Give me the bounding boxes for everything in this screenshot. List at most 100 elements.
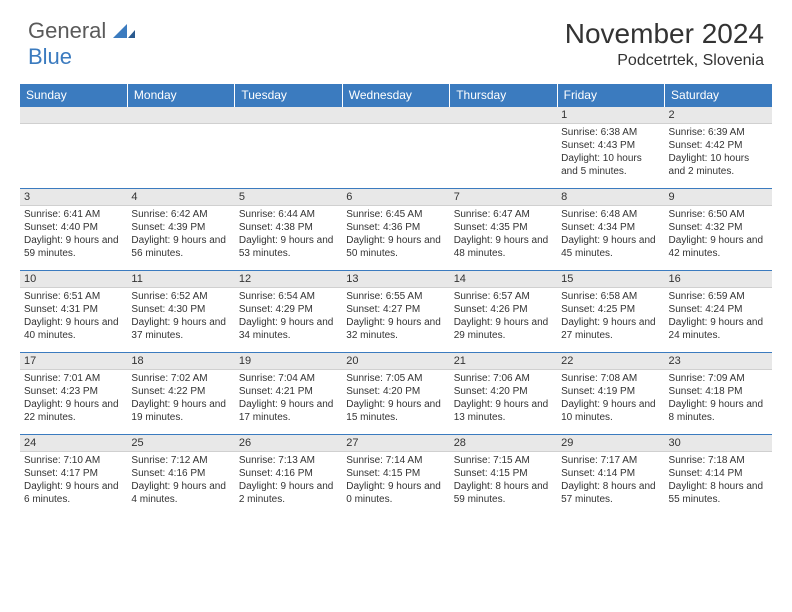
calendar-day-cell xyxy=(235,107,342,189)
sunrise-text: Sunrise: 7:01 AM xyxy=(24,372,123,385)
daylight-text: Daylight: 9 hours and 6 minutes. xyxy=(24,480,123,506)
day-number: 28 xyxy=(450,435,557,452)
calendar-day-cell: 22Sunrise: 7:08 AMSunset: 4:19 PMDayligh… xyxy=(557,353,664,435)
day-body: Sunrise: 7:13 AMSunset: 4:16 PMDaylight:… xyxy=(235,452,342,508)
daylight-text: Daylight: 10 hours and 2 minutes. xyxy=(669,152,768,178)
day-body: Sunrise: 7:12 AMSunset: 4:16 PMDaylight:… xyxy=(127,452,234,508)
sunset-text: Sunset: 4:16 PM xyxy=(239,467,338,480)
day-number: 9 xyxy=(665,189,772,206)
calendar-day-cell: 3Sunrise: 6:41 AMSunset: 4:40 PMDaylight… xyxy=(20,189,127,271)
daylight-text: Daylight: 8 hours and 57 minutes. xyxy=(561,480,660,506)
weekday-header: Saturday xyxy=(665,84,772,107)
sunset-text: Sunset: 4:15 PM xyxy=(454,467,553,480)
calendar-day-cell: 29Sunrise: 7:17 AMSunset: 4:14 PMDayligh… xyxy=(557,435,664,517)
day-number: 20 xyxy=(342,353,449,370)
day-number: 26 xyxy=(235,435,342,452)
logo-sail-icon xyxy=(113,22,135,38)
calendar-day-cell: 5Sunrise: 6:44 AMSunset: 4:38 PMDaylight… xyxy=(235,189,342,271)
day-number: 19 xyxy=(235,353,342,370)
day-number xyxy=(235,107,342,124)
calendar-day-cell: 16Sunrise: 6:59 AMSunset: 4:24 PMDayligh… xyxy=(665,271,772,353)
day-body: Sunrise: 6:39 AMSunset: 4:42 PMDaylight:… xyxy=(665,124,772,180)
sunrise-text: Sunrise: 6:42 AM xyxy=(131,208,230,221)
daylight-text: Daylight: 9 hours and 2 minutes. xyxy=(239,480,338,506)
sunrise-text: Sunrise: 7:17 AM xyxy=(561,454,660,467)
sunset-text: Sunset: 4:34 PM xyxy=(561,221,660,234)
calendar-day-cell xyxy=(20,107,127,189)
calendar-day-cell xyxy=(127,107,234,189)
calendar-day-cell xyxy=(342,107,449,189)
weekday-header: Wednesday xyxy=(342,84,449,107)
calendar-week-row: 24Sunrise: 7:10 AMSunset: 4:17 PMDayligh… xyxy=(20,435,772,517)
sunrise-text: Sunrise: 6:38 AM xyxy=(561,126,660,139)
day-number: 10 xyxy=(20,271,127,288)
sunset-text: Sunset: 4:17 PM xyxy=(24,467,123,480)
weekday-header-row: SundayMondayTuesdayWednesdayThursdayFrid… xyxy=(20,84,772,107)
sunrise-text: Sunrise: 6:54 AM xyxy=(239,290,338,303)
day-number: 8 xyxy=(557,189,664,206)
sunset-text: Sunset: 4:19 PM xyxy=(561,385,660,398)
title-block: November 2024 Podcetrtek, Slovenia xyxy=(565,18,764,70)
sunrise-text: Sunrise: 7:05 AM xyxy=(346,372,445,385)
day-number: 2 xyxy=(665,107,772,124)
calendar-day-cell: 17Sunrise: 7:01 AMSunset: 4:23 PMDayligh… xyxy=(20,353,127,435)
sunset-text: Sunset: 4:32 PM xyxy=(669,221,768,234)
calendar-day-cell: 27Sunrise: 7:14 AMSunset: 4:15 PMDayligh… xyxy=(342,435,449,517)
day-number: 12 xyxy=(235,271,342,288)
day-body: Sunrise: 7:01 AMSunset: 4:23 PMDaylight:… xyxy=(20,370,127,426)
logo-text: General Blue xyxy=(28,18,135,70)
day-body: Sunrise: 7:06 AMSunset: 4:20 PMDaylight:… xyxy=(450,370,557,426)
sunrise-text: Sunrise: 7:14 AM xyxy=(346,454,445,467)
calendar-week-row: 17Sunrise: 7:01 AMSunset: 4:23 PMDayligh… xyxy=(20,353,772,435)
sunset-text: Sunset: 4:27 PM xyxy=(346,303,445,316)
day-number: 22 xyxy=(557,353,664,370)
day-body: Sunrise: 6:44 AMSunset: 4:38 PMDaylight:… xyxy=(235,206,342,262)
day-body xyxy=(450,124,557,128)
calendar-day-cell: 10Sunrise: 6:51 AMSunset: 4:31 PMDayligh… xyxy=(20,271,127,353)
day-body: Sunrise: 6:45 AMSunset: 4:36 PMDaylight:… xyxy=(342,206,449,262)
sunrise-text: Sunrise: 7:18 AM xyxy=(669,454,768,467)
sunset-text: Sunset: 4:42 PM xyxy=(669,139,768,152)
day-number: 1 xyxy=(557,107,664,124)
sunrise-text: Sunrise: 7:15 AM xyxy=(454,454,553,467)
calendar-day-cell: 4Sunrise: 6:42 AMSunset: 4:39 PMDaylight… xyxy=(127,189,234,271)
day-number: 13 xyxy=(342,271,449,288)
daylight-text: Daylight: 9 hours and 50 minutes. xyxy=(346,234,445,260)
sunrise-text: Sunrise: 6:50 AM xyxy=(669,208,768,221)
location-text: Podcetrtek, Slovenia xyxy=(565,52,764,70)
calendar-day-cell xyxy=(450,107,557,189)
daylight-text: Daylight: 8 hours and 55 minutes. xyxy=(669,480,768,506)
sunset-text: Sunset: 4:25 PM xyxy=(561,303,660,316)
daylight-text: Daylight: 9 hours and 8 minutes. xyxy=(669,398,768,424)
sunset-text: Sunset: 4:23 PM xyxy=(24,385,123,398)
day-number xyxy=(450,107,557,124)
sunset-text: Sunset: 4:20 PM xyxy=(346,385,445,398)
sunrise-text: Sunrise: 6:51 AM xyxy=(24,290,123,303)
calendar-day-cell: 19Sunrise: 7:04 AMSunset: 4:21 PMDayligh… xyxy=(235,353,342,435)
day-body: Sunrise: 7:05 AMSunset: 4:20 PMDaylight:… xyxy=(342,370,449,426)
day-number xyxy=(20,107,127,124)
sunrise-text: Sunrise: 6:58 AM xyxy=(561,290,660,303)
day-body: Sunrise: 6:51 AMSunset: 4:31 PMDaylight:… xyxy=(20,288,127,344)
sunrise-text: Sunrise: 6:41 AM xyxy=(24,208,123,221)
weekday-header: Monday xyxy=(127,84,234,107)
daylight-text: Daylight: 9 hours and 27 minutes. xyxy=(561,316,660,342)
daylight-text: Daylight: 9 hours and 17 minutes. xyxy=(239,398,338,424)
calendar-week-row: 10Sunrise: 6:51 AMSunset: 4:31 PMDayligh… xyxy=(20,271,772,353)
calendar-day-cell: 26Sunrise: 7:13 AMSunset: 4:16 PMDayligh… xyxy=(235,435,342,517)
sunrise-text: Sunrise: 6:47 AM xyxy=(454,208,553,221)
calendar-day-cell: 24Sunrise: 7:10 AMSunset: 4:17 PMDayligh… xyxy=(20,435,127,517)
sunrise-text: Sunrise: 7:10 AM xyxy=(24,454,123,467)
day-body: Sunrise: 6:55 AMSunset: 4:27 PMDaylight:… xyxy=(342,288,449,344)
day-number: 21 xyxy=(450,353,557,370)
day-body: Sunrise: 6:59 AMSunset: 4:24 PMDaylight:… xyxy=(665,288,772,344)
sunset-text: Sunset: 4:39 PM xyxy=(131,221,230,234)
day-body: Sunrise: 6:50 AMSunset: 4:32 PMDaylight:… xyxy=(665,206,772,262)
calendar-day-cell: 20Sunrise: 7:05 AMSunset: 4:20 PMDayligh… xyxy=(342,353,449,435)
day-number: 25 xyxy=(127,435,234,452)
header: General Blue November 2024 Podcetrtek, S… xyxy=(0,0,792,78)
sunset-text: Sunset: 4:20 PM xyxy=(454,385,553,398)
daylight-text: Daylight: 9 hours and 48 minutes. xyxy=(454,234,553,260)
sunrise-text: Sunrise: 6:59 AM xyxy=(669,290,768,303)
day-number xyxy=(127,107,234,124)
